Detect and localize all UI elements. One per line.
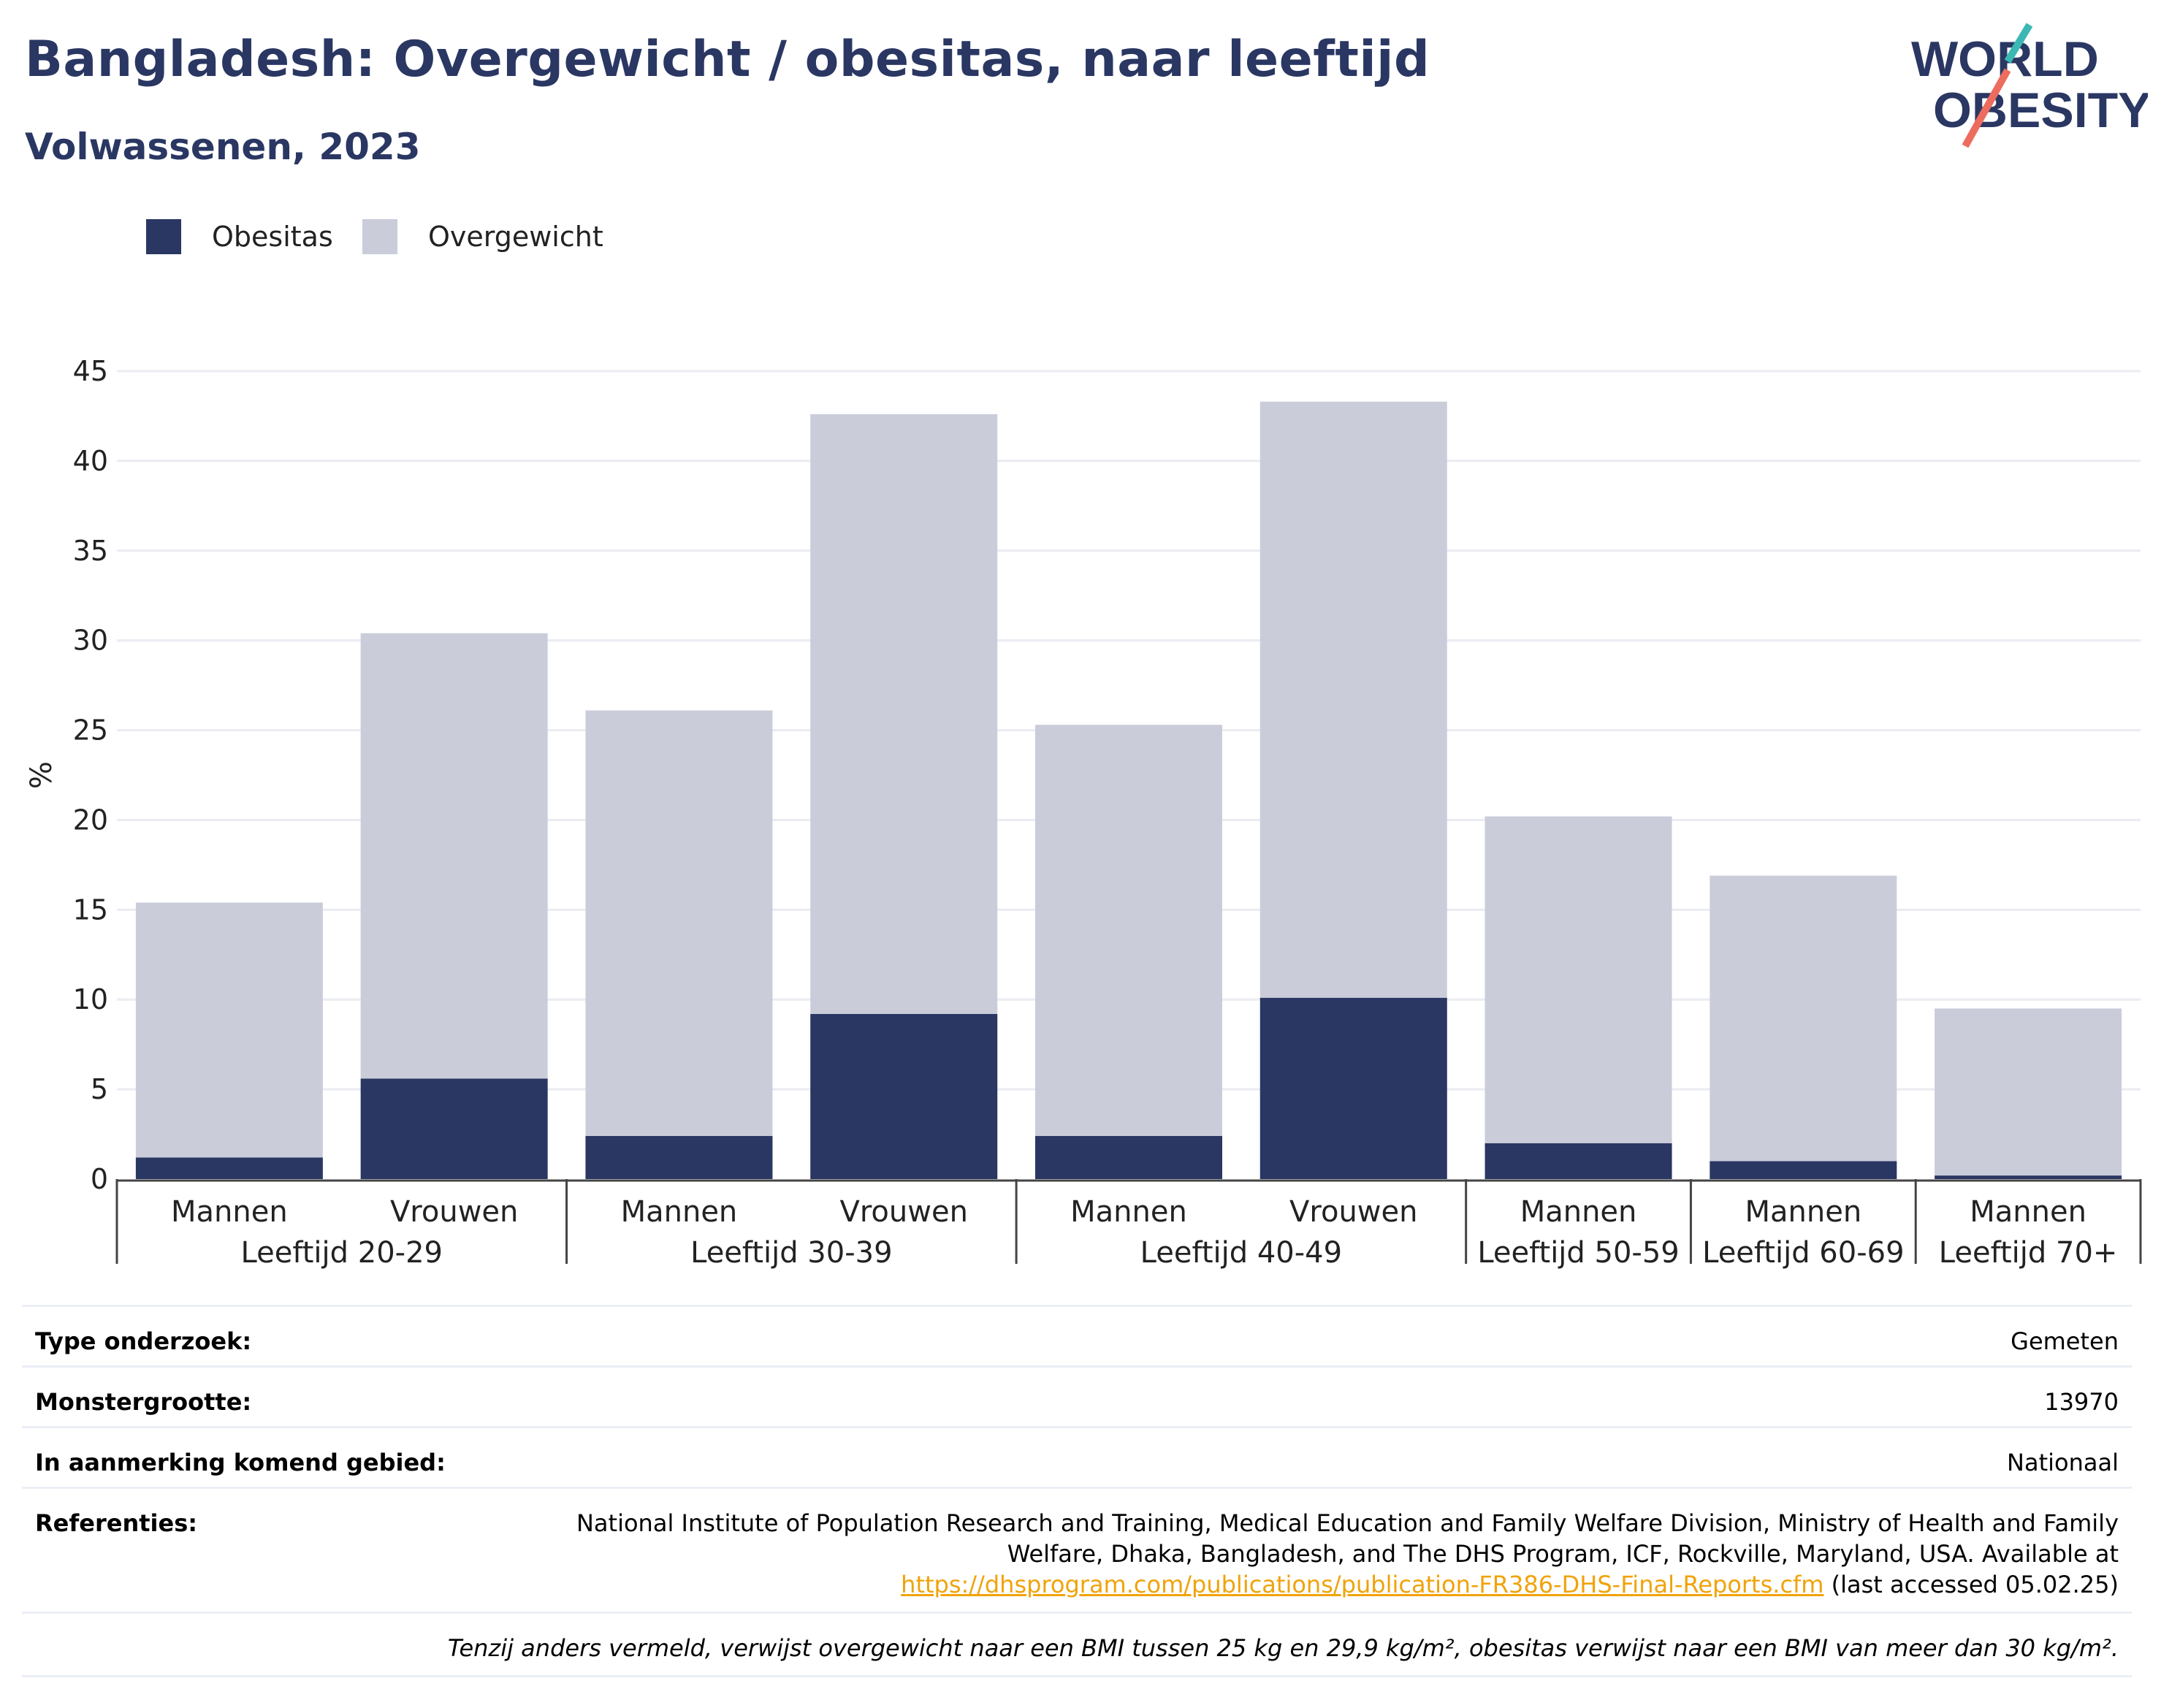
y-tick-label: 45 [73, 355, 108, 387]
survey-type-label: Type onderzoek: [35, 1327, 252, 1355]
sample-size-value: 13970 [2044, 1388, 2119, 1416]
x-tick-label: Mannen [1520, 1195, 1637, 1229]
bar-obesitas-1 [360, 1078, 548, 1179]
references-accessed: (last accessed 05.02.25) [1823, 1571, 2119, 1598]
x-group-label: Leeftijd 30-39 [690, 1236, 892, 1270]
logo-line-2: OBESITY [1933, 83, 2148, 138]
references-link[interactable]: https://dhsprogram.com/publications/publ… [901, 1571, 1824, 1598]
bar-overgewicht-5 [1259, 401, 1447, 998]
page-title: Bangladesh: Overgewicht / obesitas, naar… [25, 31, 1430, 88]
area-label: In aanmerking komend gebied: [35, 1449, 446, 1476]
references-label: Referenties: [35, 1509, 198, 1537]
meta-row-survey-type: Type onderzoek: Gemeten [22, 1305, 2132, 1365]
x-tick-label: Mannen [1745, 1195, 1861, 1229]
x-tick-label: Mannen [171, 1195, 288, 1229]
area-value: Nationaal [2007, 1449, 2119, 1476]
bar-obesitas-4 [1035, 1136, 1222, 1179]
x-group-label: Leeftijd 60-69 [1702, 1236, 1904, 1270]
bar-obesitas-5 [1259, 997, 1447, 1179]
legend-label-overgewicht: Overgewicht [428, 221, 603, 253]
page-subtitle: Volwassenen, 2023 [25, 126, 421, 168]
bar-overgewicht-8 [1935, 1008, 2122, 1176]
x-tick-label: Vrouwen [1289, 1195, 1417, 1229]
y-tick-label: 40 [73, 445, 108, 477]
x-tick-label: Mannen [1970, 1195, 2086, 1229]
y-tick-label: 25 [73, 714, 108, 747]
bar-overgewicht-0 [135, 902, 323, 1158]
y-tick-label: 35 [73, 535, 108, 567]
footnote-text: Tenzij anders vermeld, verwijst overgewi… [447, 1634, 2119, 1662]
y-tick-label: 15 [73, 893, 108, 926]
meta-row-area: In aanmerking komend gebied: Nationaal [22, 1426, 2132, 1487]
logo-slash-teal [2004, 23, 2033, 64]
metadata-table: Type onderzoek: Gemeten Monstergrootte: … [22, 1305, 2132, 1677]
y-axis-label: % [25, 761, 58, 789]
bar-obesitas-7 [1710, 1161, 1897, 1179]
x-tick-label: Vrouwen [840, 1195, 968, 1229]
world-obesity-logo: WORLD OBESITY [1911, 23, 2148, 148]
bar-overgewicht-1 [360, 633, 548, 1079]
references-value: National Institute of Population Researc… [548, 1508, 2119, 1600]
x-group-label: Leeftijd 40-49 [1140, 1236, 1342, 1270]
x-tick-label: Vrouwen [390, 1195, 518, 1229]
x-group-label: Leeftijd 70+ [1939, 1236, 2118, 1270]
y-tick-label: 5 [91, 1073, 108, 1105]
x-group-label: Leeftijd 20-29 [241, 1236, 443, 1270]
footnote-row: Tenzij anders vermeld, verwijst overgewi… [22, 1612, 2132, 1677]
y-tick-label: 0 [91, 1163, 108, 1195]
x-tick-label: Mannen [621, 1195, 738, 1229]
bar-obesitas-8 [1935, 1175, 2122, 1179]
bar-overgewicht-7 [1710, 875, 1897, 1162]
bar-overgewicht-6 [1485, 816, 1672, 1143]
y-tick-label: 20 [73, 804, 108, 836]
y-tick-label: 10 [73, 983, 108, 1015]
bar-overgewicht-4 [1035, 725, 1222, 1137]
bar-obesitas-2 [585, 1136, 773, 1179]
legend-swatch-obesitas [146, 219, 181, 254]
bar-obesitas-0 [135, 1157, 323, 1179]
logo-slash-coral [1962, 68, 2011, 148]
bar-overgewicht-3 [810, 413, 998, 1014]
survey-type-value: Gemeten [2011, 1327, 2119, 1355]
x-group-label: Leeftijd 50-59 [1477, 1236, 1679, 1270]
meta-row-sample-size: Monstergrootte: 13970 [22, 1365, 2132, 1426]
y-tick-label: 30 [73, 625, 108, 657]
x-tick-label: Mannen [1070, 1195, 1187, 1229]
legend-swatch-overgewicht [362, 219, 397, 254]
sample-size-label: Monstergrootte: [35, 1388, 252, 1416]
legend-label-obesitas: Obesitas [212, 221, 333, 253]
bar-chart: 0 5 10 15 20 25 30 35 40 45% Mannen Vrouwen Mannen Vr… [25, 355, 2142, 1270]
references-text: National Institute of Population Researc… [576, 1509, 2119, 1568]
bar-overgewicht-2 [585, 710, 773, 1137]
bar-obesitas-3 [810, 1013, 998, 1179]
bar-obesitas-6 [1485, 1143, 1672, 1179]
meta-row-references: Referenties: National Institute of Popul… [22, 1487, 2132, 1612]
